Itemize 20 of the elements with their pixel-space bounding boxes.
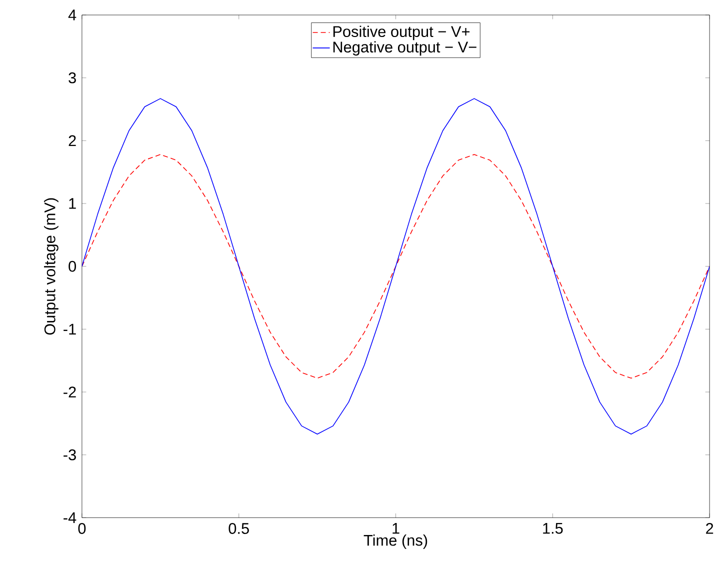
y-tick-label: 0 (68, 261, 76, 272)
x-tick-label: 0.5 (228, 523, 249, 534)
x-tick-label: 0 (78, 523, 86, 534)
y-tick-label: -1 (64, 324, 76, 335)
y-tick-label: 1 (69, 198, 76, 209)
line-series (82, 154, 710, 379)
legend-label: Negative output − V− (333, 41, 476, 56)
y-axis-title: Output voltage (mV) (44, 198, 58, 335)
x-tick-label: 1 (392, 523, 400, 534)
legend-label: Positive output − V+ (333, 26, 470, 40)
y-tick-label: 4 (68, 10, 76, 20)
y-tick-label: -3 (64, 450, 76, 460)
y-tick-label: 3 (68, 72, 76, 84)
x-axis-title: Time (ns) (364, 534, 428, 549)
x-tick-label: 1.5 (543, 523, 563, 534)
y-tick-label: -2 (64, 386, 76, 398)
x-tick-label: 2 (706, 523, 714, 534)
y-tick-label: -4 (64, 512, 76, 524)
line-series (82, 98, 710, 435)
y-tick-label: 2 (68, 135, 76, 146)
